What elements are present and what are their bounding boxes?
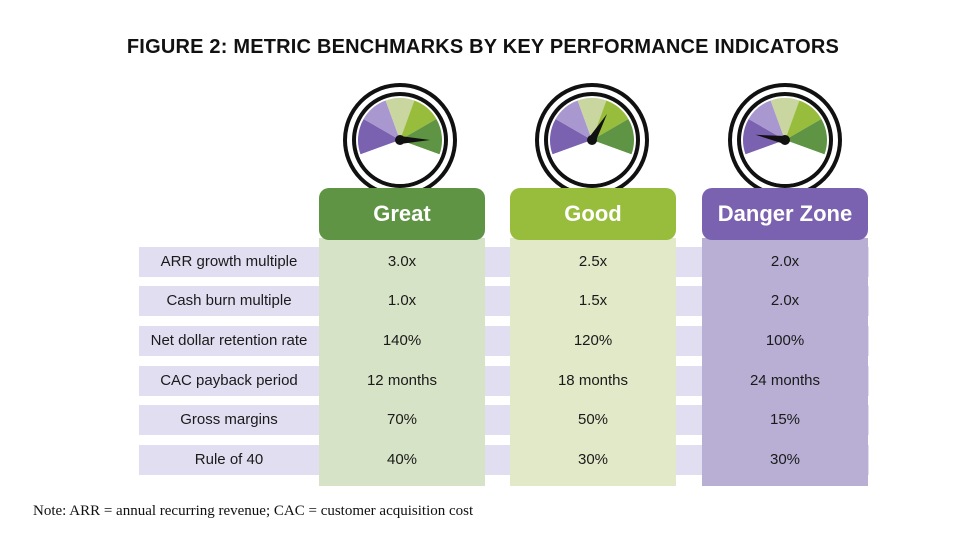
cell-great: 1.0x xyxy=(387,292,417,309)
cell-great: 140% xyxy=(382,332,422,349)
cell-danger: 2.0x xyxy=(770,253,800,270)
cell-danger: 30% xyxy=(769,451,801,468)
gauge-segment xyxy=(770,98,800,140)
gauge-danger-icon xyxy=(728,83,842,197)
gauge-blank xyxy=(550,140,634,184)
gauge-segment xyxy=(358,119,400,155)
gauge-segment xyxy=(592,100,629,140)
column-header-danger: Danger Zone xyxy=(702,188,868,240)
gauge-segment xyxy=(577,98,607,140)
cell-danger: 15% xyxy=(769,411,801,428)
gauge-hub xyxy=(780,135,790,145)
figure-title: FIGURE 2: METRIC BENCHMARKS BY KEY PERFO… xyxy=(126,36,840,58)
row-label: Rule of 40 xyxy=(194,451,264,468)
gauge-good-icon xyxy=(535,83,649,197)
gauge-needle xyxy=(400,136,430,144)
row-label: Gross margins xyxy=(180,411,278,428)
cell-great: 40% xyxy=(386,451,418,468)
footnote: Note: ARR = annual recurring revenue; CA… xyxy=(33,503,474,519)
column-header-good: Good xyxy=(510,188,676,240)
gauge-needle xyxy=(755,134,786,144)
cell-good: 30% xyxy=(577,451,609,468)
gauge-segment xyxy=(385,98,415,140)
cell-good: 120% xyxy=(573,332,613,349)
cell-danger: 2.0x xyxy=(770,292,800,309)
gauge-segment xyxy=(550,119,592,155)
row-label: Cash burn multiple xyxy=(166,292,292,309)
cell-danger: 24 months xyxy=(749,372,821,389)
row-label: Net dollar retention rate xyxy=(150,332,308,349)
row-label: CAC payback period xyxy=(160,372,298,389)
gauge-segment xyxy=(363,100,400,140)
cell-great: 70% xyxy=(386,411,418,428)
cell-danger: 100% xyxy=(765,332,805,349)
gauge-segment xyxy=(400,119,442,155)
cell-good: 50% xyxy=(577,411,609,428)
cell-good: 2.5x xyxy=(578,253,608,270)
gauge-needle xyxy=(588,114,607,142)
column-great-body xyxy=(319,238,485,486)
gauge-segment xyxy=(555,100,592,140)
row-label: ARR growth multiple xyxy=(160,253,298,270)
gauge-hub xyxy=(587,135,597,145)
gauge-segment xyxy=(748,100,785,140)
gauge-blank xyxy=(358,140,442,184)
gauge-segment xyxy=(785,100,822,140)
gauge-segment xyxy=(400,100,437,140)
gauge-segment xyxy=(592,119,634,155)
gauge-hub xyxy=(395,135,405,145)
cell-great: 12 months xyxy=(366,372,438,389)
gauge-segment xyxy=(785,119,827,155)
cell-great: 3.0x xyxy=(387,253,417,270)
gauge-great-icon xyxy=(343,83,457,197)
cell-good: 1.5x xyxy=(578,292,608,309)
column-good-body xyxy=(510,238,676,486)
cell-good: 18 months xyxy=(557,372,629,389)
column-danger-body xyxy=(702,238,868,486)
column-header-great: Great xyxy=(319,188,485,240)
gauge-blank xyxy=(743,140,827,184)
